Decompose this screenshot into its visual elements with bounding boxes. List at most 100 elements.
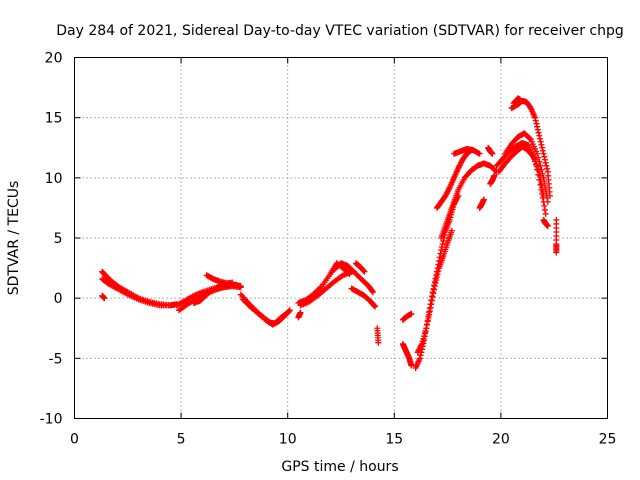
x-tick-label: 0 (70, 432, 79, 448)
data-point (489, 150, 496, 157)
data-point (448, 227, 455, 234)
data-point (537, 181, 544, 188)
data-point (426, 308, 433, 315)
series-track-ab (495, 143, 547, 199)
data-point (371, 302, 378, 309)
data-point (542, 186, 549, 193)
data-point (429, 293, 436, 300)
series-track-g (190, 279, 236, 306)
data-point (535, 129, 542, 136)
data-point (544, 165, 551, 172)
x-tick-label: 5 (177, 432, 186, 448)
grid (74, 57, 608, 419)
data-points (99, 95, 560, 371)
data-point (541, 182, 548, 189)
data-point (536, 158, 543, 165)
data-point (526, 135, 533, 142)
data-point (540, 174, 547, 181)
series-track-w (450, 145, 483, 157)
data-point (167, 302, 174, 309)
chart-title: Day 284 of 2021, Sidereal Day-to-day VTE… (56, 23, 624, 39)
data-point (361, 268, 368, 275)
data-point (356, 274, 363, 281)
series-track-c (99, 292, 108, 302)
data-point (534, 123, 541, 130)
data-point (435, 268, 442, 275)
data-point (536, 135, 543, 142)
data-point (353, 271, 360, 278)
data-point (408, 310, 415, 317)
series-track-t (414, 227, 455, 356)
data-point (284, 309, 291, 316)
data-point (532, 114, 539, 121)
series-track-x (485, 144, 496, 157)
data-point (541, 153, 548, 160)
series-track-r (399, 340, 415, 369)
series-track-u (433, 147, 475, 211)
data-point (428, 301, 435, 308)
data-point (541, 206, 548, 213)
data-point (532, 117, 539, 124)
data-point (541, 202, 548, 209)
x-tick-label: 10 (279, 432, 297, 448)
data-point (546, 192, 553, 199)
data-point (408, 362, 415, 369)
data-point (439, 241, 446, 248)
series-track-ag (553, 216, 560, 256)
data-point (535, 154, 542, 161)
data-point (423, 325, 430, 332)
y-tick-label: 5 (54, 231, 63, 247)
data-point (237, 284, 244, 291)
data-point (539, 144, 546, 151)
data-point (544, 198, 551, 205)
data-point (431, 286, 438, 293)
series-track-l (295, 309, 304, 321)
data-point (423, 321, 430, 328)
data-point (424, 318, 431, 325)
series-track-n (348, 285, 379, 310)
x-tick-label: 25 (599, 432, 617, 448)
data-point (491, 172, 498, 179)
data-point (543, 162, 550, 169)
data-point (543, 190, 550, 197)
y-tick-label: 10 (45, 171, 63, 187)
data-point (426, 311, 433, 318)
series-track-q (399, 310, 415, 323)
data-point (544, 222, 551, 229)
series-track-m (331, 260, 376, 296)
plot-frame (74, 57, 608, 419)
data-point (476, 150, 483, 157)
x-tick-label: 15 (385, 432, 403, 448)
data-point (542, 210, 549, 217)
data-point (534, 126, 541, 133)
data-point (427, 304, 434, 311)
data-point (233, 281, 240, 288)
series-track-y (476, 196, 487, 211)
data-point (434, 271, 441, 278)
data-point (517, 96, 524, 103)
y-tick-label: -5 (49, 351, 63, 367)
data-point (538, 166, 545, 173)
data-point (229, 279, 236, 286)
data-point (542, 159, 549, 166)
data-point (360, 267, 367, 274)
data-point (416, 355, 423, 362)
data-point (369, 288, 376, 295)
series-track-ae (510, 95, 524, 107)
data-point (541, 156, 548, 163)
data-point (428, 297, 435, 304)
data-point (425, 315, 432, 322)
data-point (553, 249, 560, 256)
x-tick-labels: 0 5 10 15 20 25 (70, 432, 616, 448)
data-point (541, 178, 548, 185)
data-point (297, 309, 304, 316)
data-point (528, 151, 535, 158)
series-track-a (99, 268, 180, 309)
data-point (538, 141, 545, 148)
data-point (417, 352, 424, 359)
series-track-ad (508, 97, 553, 199)
y-tick-label: 15 (45, 111, 63, 127)
series-track-o (352, 260, 368, 275)
series-track-af (540, 216, 551, 229)
